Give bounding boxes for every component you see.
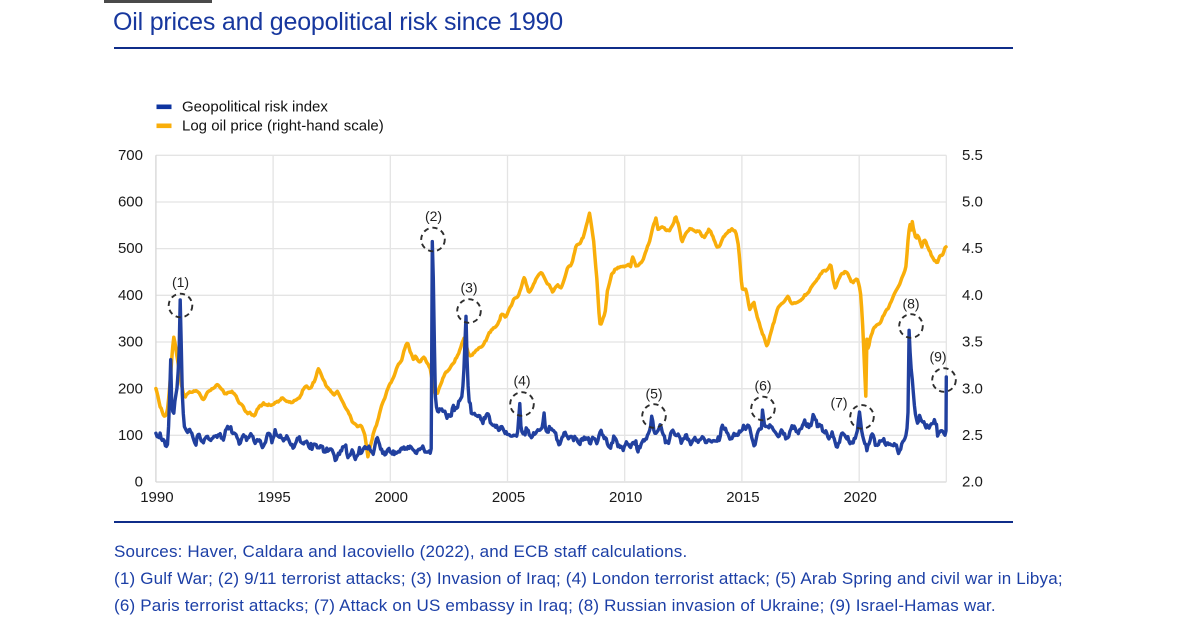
- svg-text:2005: 2005: [492, 489, 525, 506]
- svg-text:5.0: 5.0: [962, 194, 983, 211]
- svg-text:2020: 2020: [844, 489, 877, 506]
- svg-text:1990: 1990: [140, 489, 173, 506]
- svg-text:300: 300: [118, 334, 143, 351]
- svg-text:2010: 2010: [609, 489, 642, 506]
- svg-text:(7): (7): [830, 395, 847, 411]
- svg-text:5.5: 5.5: [962, 147, 983, 164]
- svg-text:Geopolitical risk index: Geopolitical risk index: [182, 99, 328, 116]
- svg-text:0: 0: [135, 474, 143, 491]
- svg-text:(4): (4): [513, 373, 530, 389]
- svg-text:(8): (8): [902, 296, 919, 312]
- svg-text:(2): (2): [425, 208, 442, 224]
- svg-text:4.0: 4.0: [962, 287, 983, 304]
- svg-text:(3): (3): [460, 280, 477, 296]
- svg-text:600: 600: [118, 194, 143, 211]
- svg-text:(6): (6): [754, 378, 771, 394]
- svg-text:(1): (1): [172, 274, 189, 290]
- svg-text:1995: 1995: [257, 489, 290, 506]
- svg-text:2.0: 2.0: [962, 474, 983, 491]
- svg-text:3.5: 3.5: [962, 334, 983, 351]
- svg-text:500: 500: [118, 240, 143, 257]
- svg-text:Log oil price (right-hand scal: Log oil price (right-hand scale): [182, 118, 384, 135]
- svg-text:2015: 2015: [726, 489, 759, 506]
- svg-text:700: 700: [118, 147, 143, 164]
- svg-text:(5): (5): [645, 386, 662, 402]
- svg-text:4.5: 4.5: [962, 240, 983, 257]
- svg-text:200: 200: [118, 380, 143, 397]
- svg-text:(9): (9): [929, 349, 946, 365]
- svg-text:2.5: 2.5: [962, 427, 983, 444]
- svg-text:3.0: 3.0: [962, 380, 983, 397]
- svg-text:100: 100: [118, 427, 143, 444]
- svg-text:2000: 2000: [375, 489, 408, 506]
- svg-text:400: 400: [118, 287, 143, 304]
